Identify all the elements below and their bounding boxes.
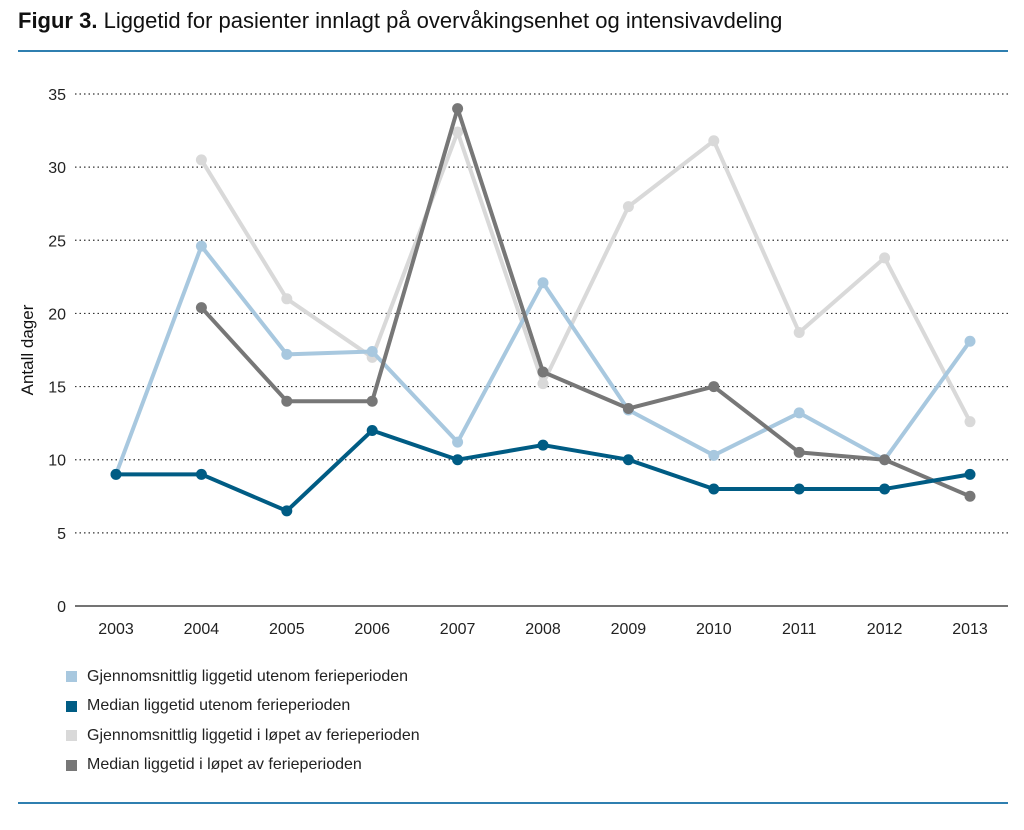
data-point: [708, 381, 720, 393]
data-point: [964, 490, 976, 502]
data-point: [452, 454, 464, 466]
x-tick-label: 2010: [696, 621, 732, 638]
data-point: [622, 201, 634, 213]
x-tick-label: 2011: [782, 621, 817, 638]
data-point: [879, 454, 891, 466]
series-line-3: [199, 106, 971, 499]
y-axis-label: Antall dager: [18, 304, 37, 395]
data-point: [537, 439, 549, 451]
legend-label: Median liggetid i løpet av ferieperioden: [87, 756, 362, 774]
data-point: [964, 416, 976, 428]
data-point: [537, 277, 549, 289]
series-line-2: [199, 130, 972, 423]
data-point: [622, 454, 634, 466]
data-point: [195, 154, 207, 166]
y-tick-label: 0: [57, 599, 66, 616]
x-tick-label: 2012: [867, 621, 903, 638]
x-tick-label: 2005: [269, 621, 305, 638]
x-tick-label: 2004: [184, 621, 220, 638]
legend-label: Gjennomsnittlig liggetid utenom ferieper…: [87, 667, 409, 685]
y-tick-label: 35: [48, 87, 66, 104]
data-point: [793, 446, 805, 458]
x-tick-label: 2006: [354, 621, 390, 638]
data-point: [195, 302, 207, 314]
legend-item: Gjennomsnittlig liggetid i løpet av feri…: [66, 721, 420, 751]
y-tick-label: 5: [57, 526, 66, 543]
data-point: [366, 395, 378, 407]
legend-swatch: [66, 759, 77, 771]
legend: Gjennomsnittlig liggetid utenom ferieper…: [66, 662, 420, 780]
legend-swatch: [66, 700, 77, 712]
y-tick-label: 30: [48, 160, 66, 177]
legend-item: Median liggetid utenom ferieperioden: [66, 692, 420, 722]
data-point: [366, 424, 378, 436]
data-point: [537, 378, 549, 390]
legend-item: Median liggetid i løpet av ferieperioden: [66, 751, 420, 781]
data-point: [793, 326, 805, 338]
data-point: [452, 436, 464, 448]
y-tick-label: 25: [48, 233, 66, 250]
legend-label: Median liggetid utenom ferieperioden: [87, 697, 351, 715]
data-point: [281, 505, 293, 517]
data-point: [708, 483, 720, 495]
data-point: [452, 103, 464, 115]
data-point: [964, 468, 976, 480]
data-point: [195, 240, 207, 252]
figure-title-text: Liggetid for pasienter innlagt på overvå…: [103, 8, 783, 33]
x-tick-label: 2003: [98, 621, 134, 638]
figure-number: Figur 3.: [18, 8, 98, 33]
data-point: [281, 293, 293, 305]
legend-item: Gjennomsnittlig liggetid utenom ferieper…: [66, 662, 420, 692]
x-tick-label: 2009: [611, 621, 647, 638]
data-point: [622, 403, 634, 415]
data-point: [708, 449, 720, 461]
data-point: [793, 483, 805, 495]
data-point: [964, 335, 976, 347]
y-tick-label: 15: [48, 380, 66, 397]
legend-swatch: [66, 671, 77, 683]
y-tick-label: 10: [48, 453, 66, 470]
data-point: [793, 407, 805, 419]
x-tick-label: 2007: [440, 621, 476, 638]
bottom-rule: [18, 802, 1008, 804]
top-rule: [18, 50, 1008, 52]
data-point: [110, 468, 122, 480]
data-point: [281, 348, 293, 360]
x-tick-label: 2008: [525, 621, 561, 638]
data-point: [537, 366, 549, 378]
data-point: [195, 468, 207, 480]
y-tick-label: 20: [48, 306, 66, 323]
data-point: [879, 252, 891, 264]
data-point: [879, 483, 891, 495]
chart-title: Figur 3. Liggetid for pasienter innlagt …: [18, 8, 782, 34]
legend-label: Gjennomsnittlig liggetid i løpet av feri…: [87, 726, 420, 744]
legend-swatch: [66, 730, 77, 742]
x-tick-label: 2013: [952, 621, 988, 638]
data-point: [708, 135, 720, 147]
data-point: [281, 395, 293, 407]
data-point: [366, 345, 378, 357]
data-point: [452, 126, 464, 138]
